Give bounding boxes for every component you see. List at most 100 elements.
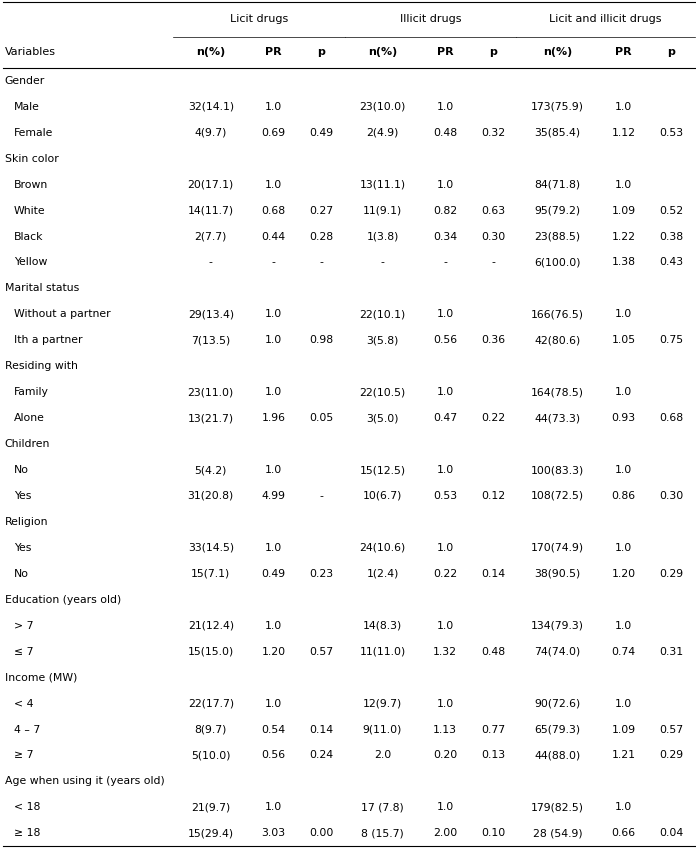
- Text: 0.31: 0.31: [659, 647, 683, 656]
- Text: 173(75.9): 173(75.9): [531, 102, 584, 112]
- Text: 1.0: 1.0: [265, 388, 282, 397]
- Text: 95(79.2): 95(79.2): [535, 205, 580, 215]
- Text: 1.0: 1.0: [436, 621, 454, 631]
- Text: 134(79.3): 134(79.3): [531, 621, 584, 631]
- Text: 1.0: 1.0: [436, 388, 454, 397]
- Text: 90(72.6): 90(72.6): [535, 699, 580, 709]
- Text: 1.09: 1.09: [612, 724, 635, 734]
- Text: 21(9.7): 21(9.7): [191, 802, 230, 812]
- Text: 0.52: 0.52: [659, 205, 683, 215]
- Text: 9(11.0): 9(11.0): [363, 724, 402, 734]
- Text: Licit and illicit drugs: Licit and illicit drugs: [549, 14, 662, 24]
- Text: 35(85.4): 35(85.4): [535, 128, 580, 137]
- Text: Gender: Gender: [5, 75, 45, 86]
- Text: 1.38: 1.38: [612, 258, 635, 267]
- Text: n(%): n(%): [196, 47, 226, 57]
- Text: 3(5.0): 3(5.0): [366, 413, 399, 423]
- Text: White: White: [14, 205, 45, 215]
- Text: 0.77: 0.77: [481, 724, 505, 734]
- Text: Illicit drugs: Illicit drugs: [400, 14, 461, 24]
- Text: 28 (54.9): 28 (54.9): [532, 828, 583, 839]
- Text: Variables: Variables: [5, 47, 56, 57]
- Text: 0.13: 0.13: [481, 750, 505, 761]
- Text: 31(20.8): 31(20.8): [188, 491, 234, 501]
- Text: 24(10.6): 24(10.6): [359, 543, 406, 553]
- Text: 15(29.4): 15(29.4): [188, 828, 234, 839]
- Text: 42(80.6): 42(80.6): [535, 335, 580, 345]
- Text: 1.0: 1.0: [615, 102, 632, 112]
- Text: 15(15.0): 15(15.0): [188, 647, 234, 656]
- Text: < 18: < 18: [14, 802, 40, 812]
- Text: 4(9.7): 4(9.7): [195, 128, 227, 137]
- Text: Income (MW): Income (MW): [5, 672, 77, 683]
- Text: 2(4.9): 2(4.9): [366, 128, 399, 137]
- Text: 1.0: 1.0: [436, 802, 454, 812]
- Text: 0.86: 0.86: [612, 491, 635, 501]
- Text: Ith a partner: Ith a partner: [14, 335, 82, 345]
- Text: 0.29: 0.29: [659, 750, 683, 761]
- Text: 0.43: 0.43: [659, 258, 683, 267]
- Text: 1.05: 1.05: [612, 335, 635, 345]
- Text: 0.53: 0.53: [659, 128, 683, 137]
- Text: No: No: [14, 569, 29, 579]
- Text: Residing with: Residing with: [5, 361, 78, 371]
- Text: 100(83.3): 100(83.3): [531, 465, 584, 475]
- Text: 0.12: 0.12: [481, 491, 505, 501]
- Text: 0.49: 0.49: [309, 128, 333, 137]
- Text: 1.0: 1.0: [265, 335, 282, 345]
- Text: 2.0: 2.0: [374, 750, 391, 761]
- Text: 8 (15.7): 8 (15.7): [361, 828, 404, 839]
- Text: 0.75: 0.75: [659, 335, 683, 345]
- Text: 1.0: 1.0: [615, 802, 632, 812]
- Text: Education (years old): Education (years old): [5, 594, 121, 605]
- Text: 108(72.5): 108(72.5): [531, 491, 584, 501]
- Text: 14(8.3): 14(8.3): [363, 621, 402, 631]
- Text: -: -: [491, 258, 495, 267]
- Text: 1.0: 1.0: [436, 180, 454, 190]
- Text: Alone: Alone: [14, 413, 45, 423]
- Text: n(%): n(%): [543, 47, 572, 57]
- Text: Yellow: Yellow: [14, 258, 47, 267]
- Text: 0.68: 0.68: [659, 413, 683, 423]
- Text: 0.57: 0.57: [309, 647, 333, 656]
- Text: Age when using it (years old): Age when using it (years old): [5, 777, 165, 786]
- Text: 33(14.5): 33(14.5): [188, 543, 234, 553]
- Text: p: p: [489, 47, 497, 57]
- Text: 1.13: 1.13: [434, 724, 457, 734]
- Text: 0.74: 0.74: [612, 647, 635, 656]
- Text: -: -: [443, 258, 448, 267]
- Text: 44(73.3): 44(73.3): [535, 413, 580, 423]
- Text: 10(6.7): 10(6.7): [363, 491, 402, 501]
- Text: 14(11.7): 14(11.7): [188, 205, 234, 215]
- Text: 8(9.7): 8(9.7): [195, 724, 227, 734]
- Text: 38(90.5): 38(90.5): [535, 569, 580, 579]
- Text: 164(78.5): 164(78.5): [531, 388, 584, 397]
- Text: Without a partner: Without a partner: [14, 310, 111, 320]
- Text: 1.0: 1.0: [615, 621, 632, 631]
- Text: 1.12: 1.12: [612, 128, 635, 137]
- Text: 1.0: 1.0: [265, 102, 282, 112]
- Text: 17 (7.8): 17 (7.8): [361, 802, 404, 812]
- Text: 15(12.5): 15(12.5): [359, 465, 406, 475]
- Text: 1.0: 1.0: [615, 388, 632, 397]
- Text: 23(10.0): 23(10.0): [359, 102, 406, 112]
- Text: 15(7.1): 15(7.1): [191, 569, 230, 579]
- Text: Brown: Brown: [14, 180, 48, 190]
- Text: Yes: Yes: [14, 491, 31, 501]
- Text: -: -: [209, 258, 213, 267]
- Text: -: -: [319, 491, 324, 501]
- Text: 1.0: 1.0: [265, 621, 282, 631]
- Text: 166(76.5): 166(76.5): [531, 310, 584, 320]
- Text: 1.0: 1.0: [436, 310, 454, 320]
- Text: > 7: > 7: [14, 621, 33, 631]
- Text: 4.99: 4.99: [262, 491, 285, 501]
- Text: 1.22: 1.22: [612, 232, 635, 242]
- Text: 0.66: 0.66: [612, 828, 635, 839]
- Text: 11(11.0): 11(11.0): [359, 647, 406, 656]
- Text: 23(11.0): 23(11.0): [188, 388, 234, 397]
- Text: Male: Male: [14, 102, 40, 112]
- Text: 0.54: 0.54: [262, 724, 285, 734]
- Text: 74(74.0): 74(74.0): [535, 647, 580, 656]
- Text: Children: Children: [5, 439, 50, 449]
- Text: 0.20: 0.20: [433, 750, 457, 761]
